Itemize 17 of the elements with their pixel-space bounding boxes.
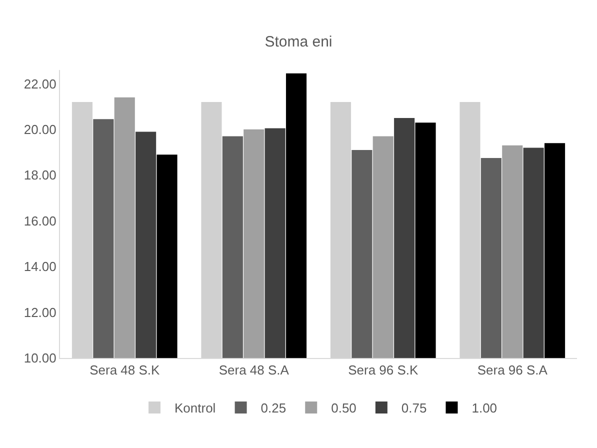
legend-label: 0.50 bbox=[331, 400, 356, 416]
legend-label: 0.25 bbox=[260, 400, 286, 416]
y-tick-label: 10.00 bbox=[24, 350, 56, 366]
y-tick-label: 16.00 bbox=[24, 213, 56, 228]
x-tick-label: Sera 96 S.K bbox=[348, 362, 418, 378]
chart-title: Stoma eni bbox=[264, 33, 332, 50]
legend-label: Kontrol bbox=[174, 400, 216, 416]
y-tick-label: 14.00 bbox=[24, 259, 56, 274]
y-tick-label: 20.00 bbox=[24, 122, 56, 137]
legend-label: 1.00 bbox=[472, 400, 498, 416]
y-tick-label: 18.00 bbox=[24, 168, 56, 183]
x-tick-label: Sera 48 S.K bbox=[90, 362, 160, 378]
x-tick-label: Sera 48 S.A bbox=[218, 362, 290, 378]
y-tick-label: 12.00 bbox=[24, 304, 56, 320]
y-tick-label: 22.00 bbox=[24, 76, 56, 92]
legend-label: 0.75 bbox=[401, 400, 427, 416]
x-tick-label: Sera 96 S.A bbox=[477, 362, 548, 378]
